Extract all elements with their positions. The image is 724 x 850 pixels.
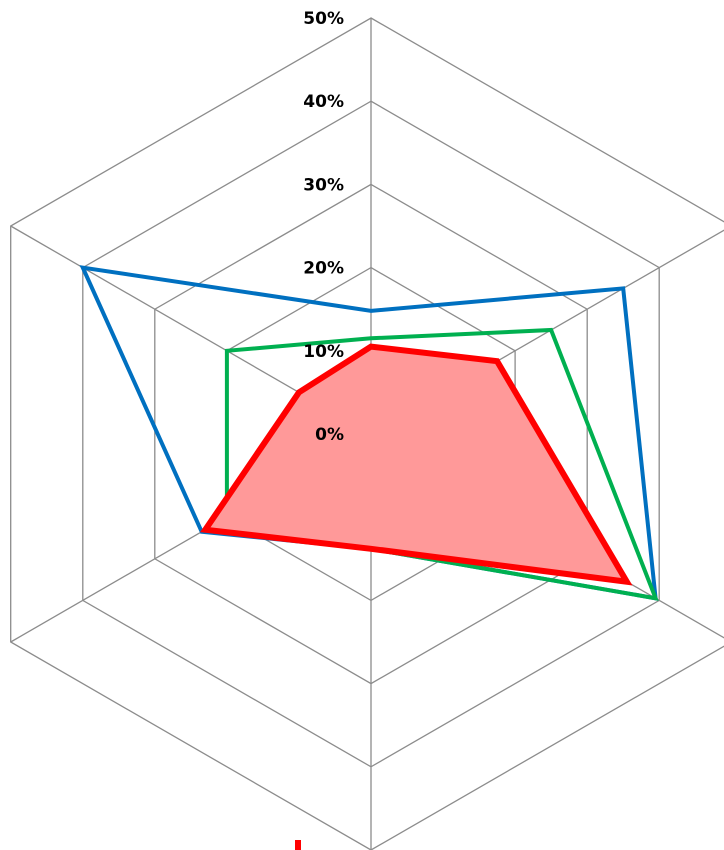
series-2-area <box>205 346 627 582</box>
tick-label-20: 20% <box>303 259 344 279</box>
radar-tick-labels: 0% 10% 20% 30% 40% 50% <box>303 9 344 445</box>
tick-label-30: 30% <box>303 175 344 195</box>
tick-label-50: 50% <box>303 9 344 29</box>
red-mark <box>295 840 301 850</box>
radar-series <box>79 265 659 601</box>
tick-label-40: 40% <box>303 92 344 112</box>
tick-label-0: 0% <box>315 425 344 445</box>
tick-label-10: 10% <box>303 342 344 362</box>
series-2-line <box>200 343 633 586</box>
